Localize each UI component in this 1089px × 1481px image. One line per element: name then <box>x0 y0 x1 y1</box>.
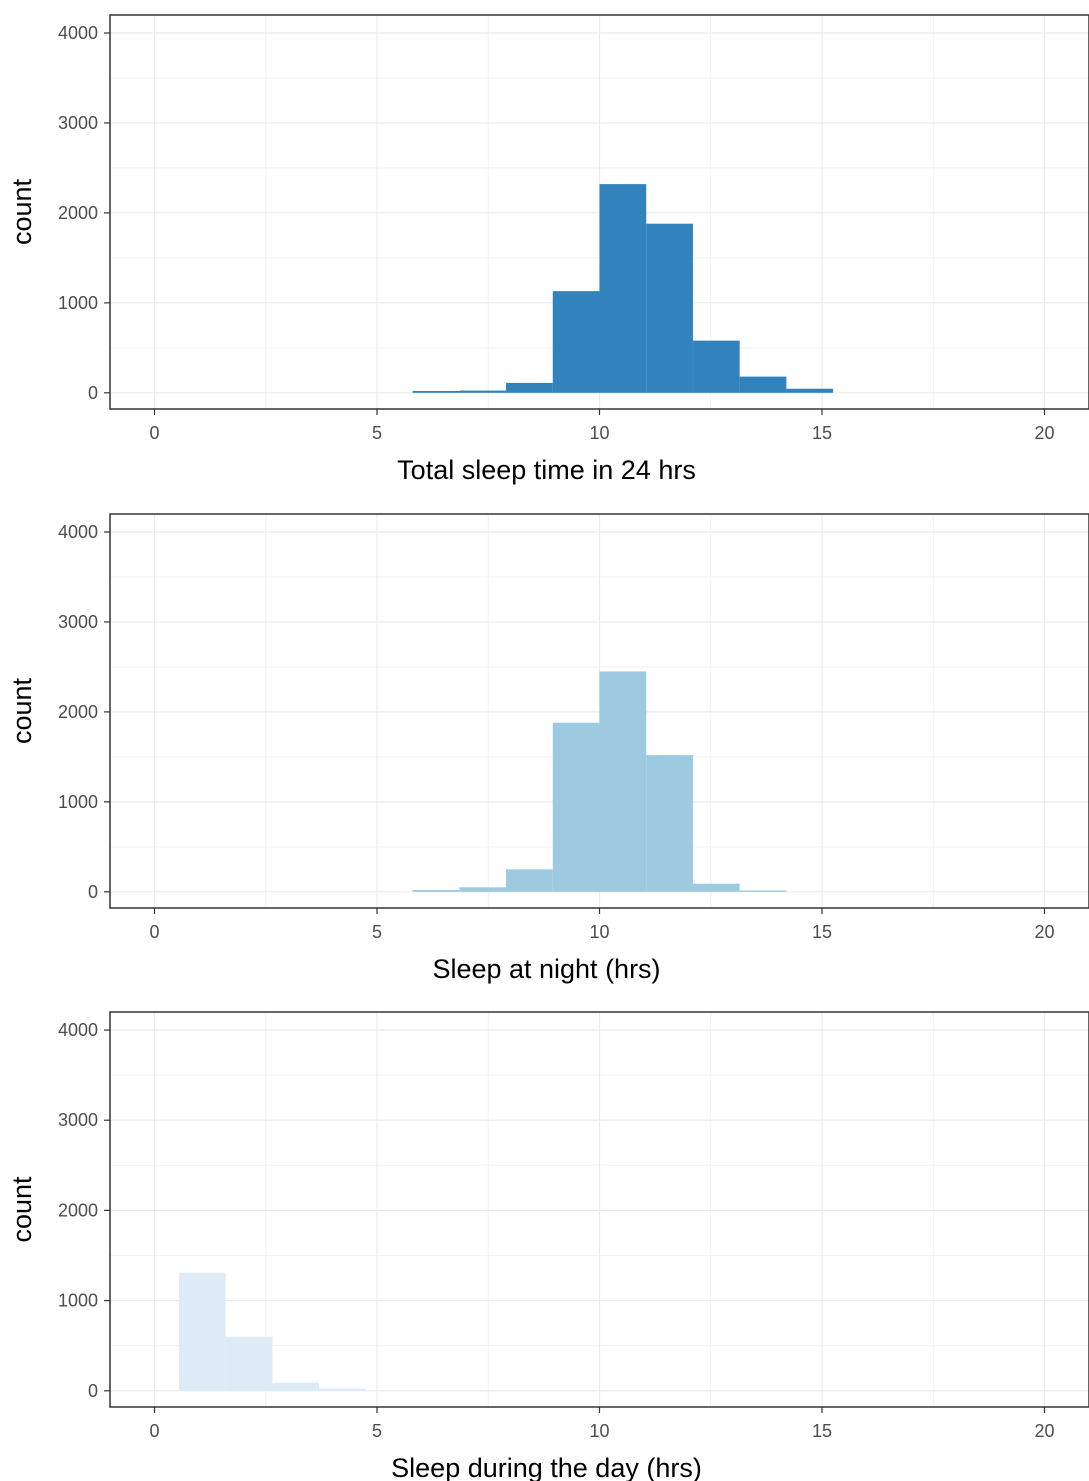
x-tick-label: 0 <box>149 423 159 443</box>
x-tick-label: 10 <box>589 922 609 942</box>
histogram-bar <box>319 1389 366 1391</box>
y-tick-label: 4000 <box>58 522 98 542</box>
y-tick-label: 3000 <box>58 113 98 133</box>
histogram-bar <box>740 377 787 393</box>
histogram-bar <box>506 869 553 891</box>
x-tick-label: 15 <box>812 423 832 443</box>
histogram-bar <box>179 1273 226 1391</box>
y-tick-label: 2000 <box>58 203 98 223</box>
y-tick-label: 1000 <box>58 293 98 313</box>
y-tick-label: 4000 <box>58 23 98 43</box>
histogram-bar <box>459 391 506 393</box>
histogram-bar <box>740 890 787 891</box>
histogram-bar <box>553 291 600 393</box>
x-tick-label: 15 <box>812 922 832 942</box>
y-tick-label: 2000 <box>58 702 98 722</box>
y-tick-label: 0 <box>88 383 98 403</box>
y-axis-title: count <box>7 178 37 245</box>
histogram-bar <box>506 383 553 393</box>
histogram-bar <box>600 184 647 393</box>
x-tick-label: 0 <box>149 922 159 942</box>
x-tick-label: 0 <box>149 1421 159 1441</box>
x-tick-label: 5 <box>372 423 382 443</box>
histogram-bar <box>413 890 460 892</box>
histogram-bar <box>693 341 740 393</box>
y-tick-label: 0 <box>88 882 98 902</box>
histogram-panel-2: 0 5 10 15 20 0 1000 2000 3000 4000 Sleep at night … <box>7 514 1089 984</box>
x-tick-label: 10 <box>589 1421 609 1441</box>
y-tick-label: 3000 <box>58 612 98 632</box>
histogram-bar <box>786 389 833 393</box>
x-tick-label: 20 <box>1034 922 1054 942</box>
y-tick-label: 0 <box>88 1381 98 1401</box>
x-tick-label: 5 <box>372 1421 382 1441</box>
x-axis-title: Total sleep time in 24 hrs <box>397 455 696 485</box>
x-tick-label: 5 <box>372 922 382 942</box>
y-tick-label: 3000 <box>58 1110 98 1130</box>
histogram-panel-3: 0 5 10 15 20 0 1000 2000 3000 4000 Sleep during th… <box>7 1012 1089 1481</box>
histogram-panel-1: 0 5 10 15 20 0 1000 2000 3000 4000 Total sleep tim… <box>7 15 1089 485</box>
y-tick-label: 2000 <box>58 1200 98 1220</box>
x-tick-label: 10 <box>589 423 609 443</box>
y-axis-title: count <box>7 677 37 744</box>
histogram-bar <box>646 224 693 393</box>
histogram-bar <box>413 391 460 393</box>
x-axis-title: Sleep at night (hrs) <box>432 954 660 984</box>
histogram-bar <box>272 1383 319 1391</box>
y-axis-title: count <box>7 1176 37 1243</box>
histogram-bar <box>693 884 740 892</box>
y-tick-label: 4000 <box>58 1020 98 1040</box>
x-tick-label: 20 <box>1034 1421 1054 1441</box>
histogram-bar <box>553 723 600 892</box>
x-tick-label: 20 <box>1034 423 1054 443</box>
x-axis-title: Sleep during the day (hrs) <box>391 1453 702 1481</box>
y-tick-label: 1000 <box>58 792 98 812</box>
histogram-bar <box>646 755 693 892</box>
histogram-bar <box>226 1337 273 1391</box>
y-tick-label: 1000 <box>58 1291 98 1311</box>
x-tick-label: 15 <box>812 1421 832 1441</box>
histogram-bar <box>600 671 647 891</box>
histogram-bar <box>459 887 506 891</box>
